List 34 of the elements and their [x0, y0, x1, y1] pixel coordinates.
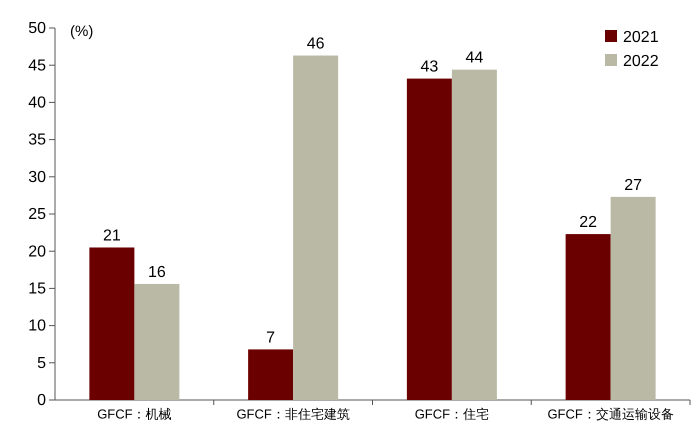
- x-tick-label: GFCF：机械: [97, 406, 172, 422]
- bar: [566, 234, 611, 400]
- data-label: 16: [148, 264, 166, 281]
- y-tick-label: 0: [37, 392, 46, 410]
- bar: [293, 56, 338, 400]
- bar: [89, 247, 134, 400]
- y-tick-label: 10: [28, 318, 46, 335]
- y-tick-label: 30: [28, 168, 46, 186]
- x-tick-label: GFCF：非住宅建筑: [236, 406, 350, 422]
- y-tick-label: 40: [28, 94, 46, 112]
- bar: [134, 284, 180, 400]
- y-tick-label: 25: [28, 206, 46, 224]
- data-label: 46: [306, 36, 325, 53]
- data-label: 27: [624, 176, 642, 194]
- y-tick-label: 50: [28, 20, 46, 38]
- data-label: 7: [266, 329, 276, 346]
- legend-label: 2022: [623, 53, 659, 70]
- legend-label: 2021: [623, 29, 659, 46]
- y-tick-label: 35: [28, 132, 46, 149]
- y-tick-label: 20: [28, 243, 46, 260]
- data-label: 43: [420, 58, 438, 76]
- data-label: 44: [465, 50, 484, 67]
- y-tick-label: 15: [28, 280, 46, 298]
- data-label: 22: [579, 214, 598, 232]
- y-tick-label: 5: [37, 354, 46, 372]
- bar: [452, 70, 497, 400]
- y-axis-title: (%): [70, 23, 94, 40]
- data-label: 21: [102, 227, 121, 244]
- x-tick-label: GFCF：住宅: [414, 406, 490, 422]
- x-tick-label: GFCF：交通运输设备: [547, 406, 674, 422]
- y-tick-label: 45: [28, 57, 46, 74]
- bar: [248, 349, 294, 400]
- bar: [406, 78, 452, 400]
- bar: [610, 196, 656, 400]
